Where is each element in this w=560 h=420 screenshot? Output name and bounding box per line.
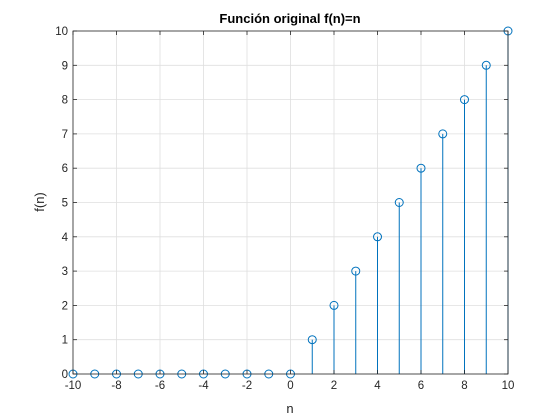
stem-marker — [438, 129, 448, 139]
y-tick-label: 5 — [62, 198, 68, 210]
x-axis-label: n — [286, 401, 293, 416]
x-tick-label: 2 — [331, 380, 337, 392]
stem-marker — [351, 266, 361, 276]
stem-point — [481, 60, 491, 374]
y-tick-label: 3 — [62, 266, 68, 278]
y-tick-label: 9 — [62, 60, 68, 72]
stem-point — [416, 163, 426, 374]
x-tick-label: 4 — [374, 380, 381, 392]
y-tick-label: 0 — [62, 369, 68, 381]
tick-labels: -10 -8 -6 -4 -2 0 2 4 6 8 10 0 1 2 3 4 5 6 7 8 9 10 — [55, 26, 514, 392]
x-tick-label: 10 — [502, 380, 515, 392]
stem-point — [351, 266, 361, 374]
x-tick-label: -2 — [242, 380, 252, 392]
x-tick-label: 0 — [287, 380, 293, 392]
stem-marker — [394, 198, 404, 207]
x-tick-label: -8 — [111, 380, 121, 392]
stem-point — [394, 198, 404, 374]
x-tick-label: -10 — [65, 380, 82, 392]
stem-point — [460, 95, 469, 374]
y-tick-label: 10 — [55, 26, 68, 38]
stem-point — [373, 232, 382, 374]
y-axis-label: f(n) — [32, 192, 47, 212]
chart-title: Función original f(n)=n — [219, 11, 360, 26]
stem-marker — [416, 163, 426, 173]
stem-point — [307, 335, 317, 374]
x-tick-label: -6 — [155, 380, 165, 392]
axis-ticks — [72, 30, 509, 375]
y-tick-label: 2 — [62, 300, 68, 312]
stem-marker — [460, 95, 469, 105]
y-tick-label: 8 — [62, 95, 68, 107]
x-tick-label: 8 — [461, 380, 467, 392]
y-tick-label: 4 — [62, 232, 69, 244]
y-tick-label: 6 — [62, 163, 68, 175]
stem-marker — [481, 60, 491, 70]
y-tick-label: 7 — [62, 129, 68, 141]
stem-point — [438, 129, 448, 374]
stem-marker — [373, 232, 382, 242]
y-tick-label: 1 — [62, 335, 68, 347]
stem-marker — [307, 335, 317, 345]
stem-marker — [329, 300, 339, 310]
x-tick-label: 6 — [418, 380, 424, 392]
x-tick-label: -4 — [198, 380, 209, 392]
stem-point — [329, 300, 339, 374]
